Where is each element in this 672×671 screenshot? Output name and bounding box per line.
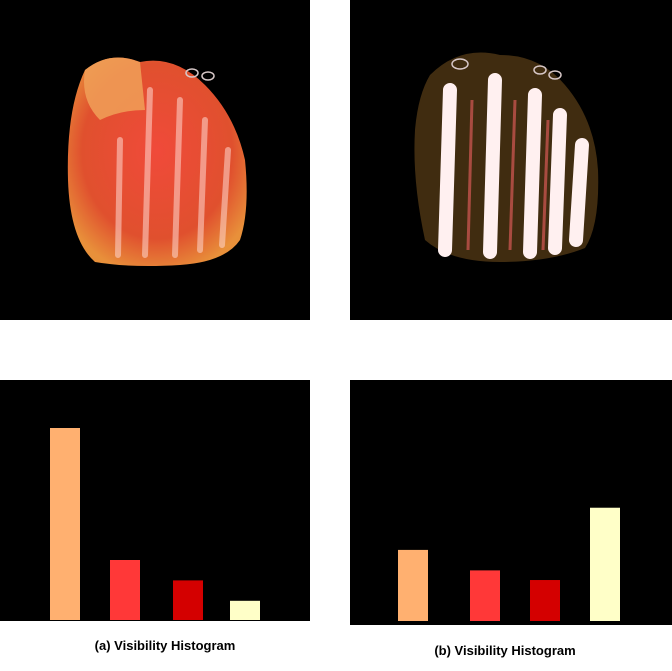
volume-render-b [350,0,672,320]
histogram-bar-b-3 [530,580,560,621]
histogram-bar-a-2 [110,560,140,620]
caption-a: (a) Visibility Histogram [94,638,236,653]
volume-render-a [0,0,310,320]
histogram-bar-b-4 [590,507,620,621]
histogram-bar-a-3 [173,580,203,620]
histogram-bar-b-2 [470,570,500,621]
visibility-histogram-b [350,380,672,625]
histogram-bar-b-1 [398,549,428,621]
histogram-bar-a-1 [50,428,80,620]
visibility-histogram-a [0,380,310,621]
caption-b: (b) Visibility Histogram [434,643,576,658]
histogram-bar-a-4 [230,600,260,620]
